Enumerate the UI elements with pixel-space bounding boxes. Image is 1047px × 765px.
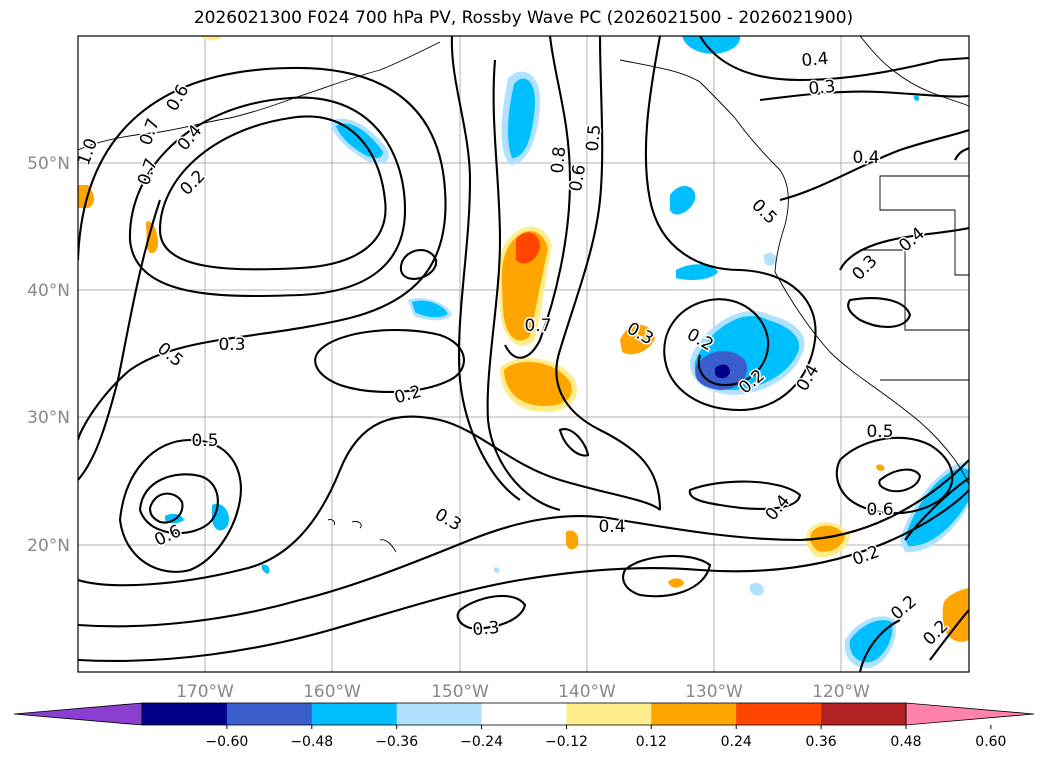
colorbar-segment [651,703,737,725]
contour-label: 0.4 [801,49,830,71]
colorbar-extend-min [13,702,143,726]
map-title: 2026021300 F024 700 hPa PV, Rossby Wave … [193,8,854,28]
colorbar-extend-max [905,702,1035,726]
contour-label: 0.5 [583,124,605,153]
lon-label-170w: 170°W [176,682,234,702]
contour-label: 0.8 [548,146,570,175]
lon-label-150w: 150°W [431,682,489,702]
lon-label-120w: 120°W [812,682,870,702]
lon-label-140w: 140°W [558,682,616,702]
lat-label-30n: 30°N [27,408,70,428]
colorbar-segment [566,703,652,725]
colorbar-label: −0.12 [545,734,588,750]
coastlines [78,36,969,553]
colorbar-label: −0.36 [375,734,418,750]
lat-label-40n: 40°N [27,281,70,301]
colorbar-label: 0.24 [721,734,752,750]
colorbar-label: −0.60 [205,734,248,750]
colorbar-segment [396,703,483,725]
colorbar-segment [481,703,567,725]
colorbar-labels: −0.60 −0.48 −0.36 −0.24 −0.12 0.12 0.24 0.36 0.4… [205,725,1006,750]
colorbar-label: 0.60 [975,734,1006,750]
colorbar-outline [141,702,907,726]
contour-label: 0.4 [598,517,625,537]
contour-label: 0.3 [218,335,245,355]
gridlines [78,36,969,672]
lon-axis-labels: 170°W 160°W 150°W 140°W 130°W 120°W [176,682,870,702]
lat-label-50n: 50°N [27,154,70,174]
contour-label: 0.5 [191,431,218,451]
colorbar-segment [736,703,822,725]
contour-label: 0.4 [852,148,879,168]
contour-label: 0.6 [866,500,893,520]
colorbar-segment [226,703,313,725]
contour-label: 0.3 [808,77,837,99]
colorbar-label: −0.24 [460,734,503,750]
colorbar-segment [311,703,398,725]
colorbar-label: −0.48 [290,734,333,750]
lon-label-130w: 130°W [685,682,743,702]
contour-label: 0.3 [472,618,501,640]
colorbar-label: 0.36 [806,734,837,750]
colorbar-segment [142,703,228,725]
colorbar [13,702,1035,726]
lat-axis-labels: 50°N 40°N 30°N 20°N [27,154,70,556]
colorbar-label: 0.12 [636,734,667,750]
lat-label-20n: 20°N [27,536,70,556]
map-frame [77,35,970,673]
lon-label-160w: 160°W [303,682,361,702]
colorbar-label: 0.48 [890,734,921,750]
contour-label: 0.5 [866,422,893,442]
contour-label: 0.7 [524,316,551,336]
positive-anomaly-shading [78,36,969,642]
pv-contours [78,36,969,672]
colorbar-segment [821,703,907,725]
